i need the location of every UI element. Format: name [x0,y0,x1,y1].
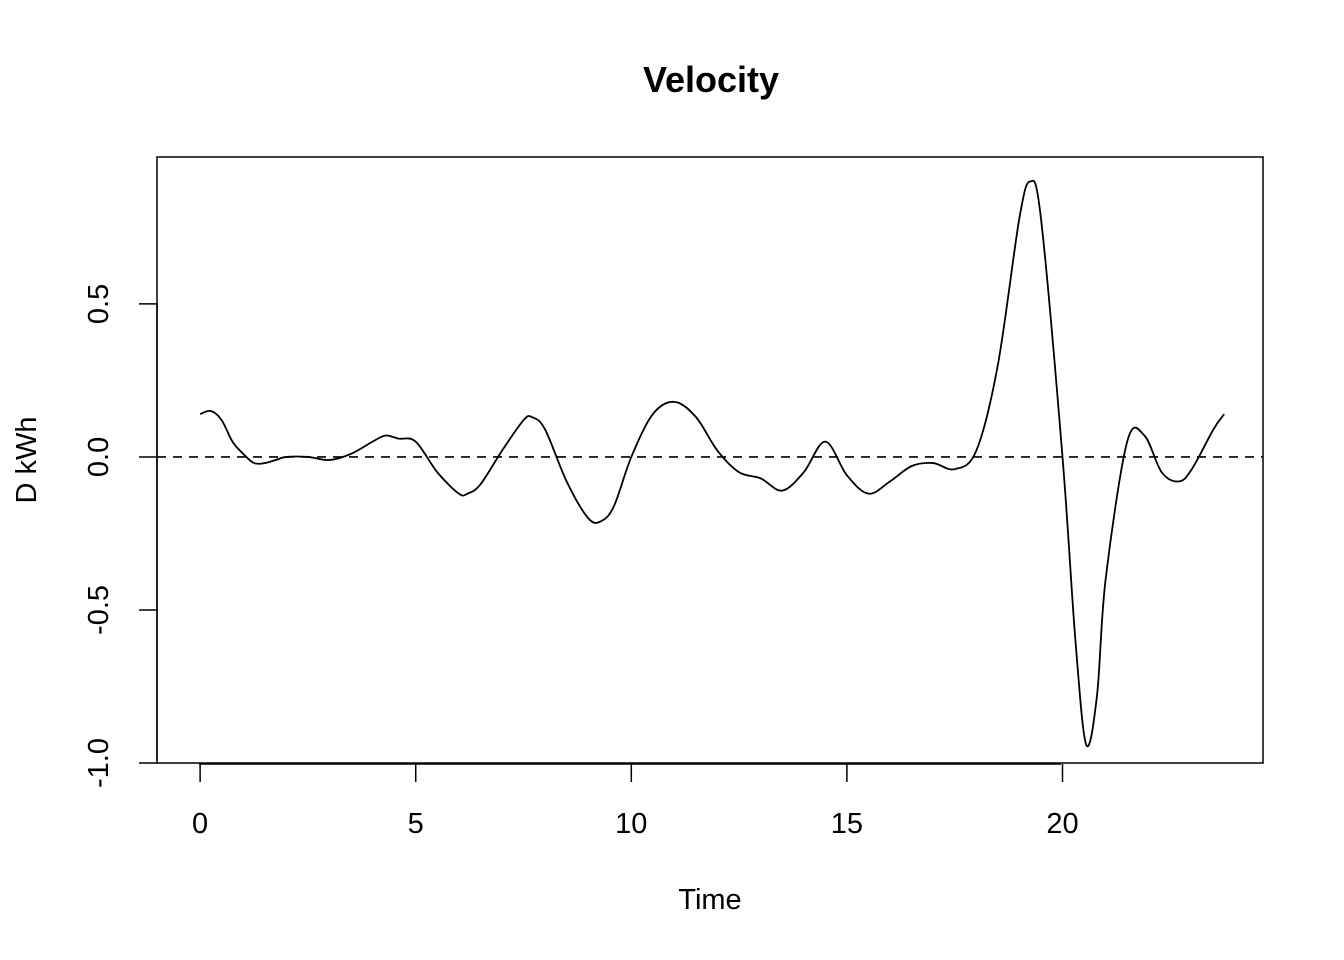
y-tick-label: 0.5 [83,284,115,324]
chart-title: Velocity [643,59,779,100]
x-tick-label: 15 [831,808,863,840]
velocity-series-line [199,179,1225,748]
x-tick-label: 20 [1046,808,1078,840]
y-tick-label: 0.0 [83,437,115,477]
x-tick-label: 0 [192,808,208,840]
x-tick-label: 10 [615,808,647,840]
y-axis-title: D kWh [11,417,43,504]
x-tick-label: 5 [408,808,424,840]
y-tick-label: -1.0 [83,738,115,788]
x-axis-ticks: 0 5 10 15 20 [192,764,1079,840]
y-tick-label: -0.5 [83,585,115,635]
x-axis-title: Time [678,884,741,916]
y-axis-ticks: -1.0 -0.5 0.0 0.5 [83,284,157,788]
